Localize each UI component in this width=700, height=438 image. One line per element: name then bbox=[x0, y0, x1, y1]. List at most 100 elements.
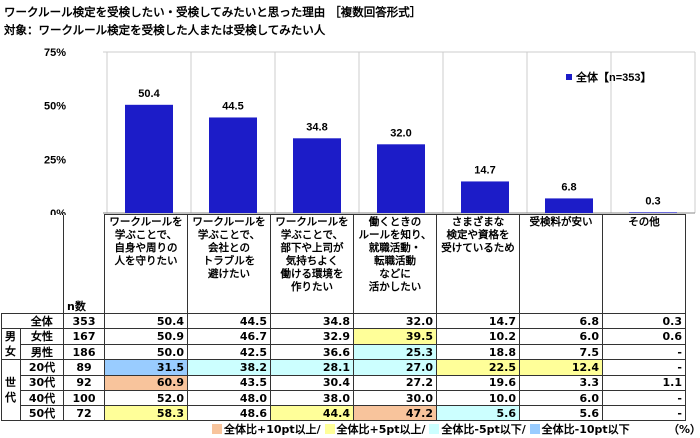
highlight-legend: 全体比+10pt以上/ 全体比+5pt以上/ 全体比-5pt以下/ 全体比-10… bbox=[212, 421, 630, 437]
category-header: ワークルールを 学ぶことで、 自身や周りの 人を守りたい bbox=[104, 214, 188, 314]
table-cell: 32.0 bbox=[353, 312, 437, 330]
bar bbox=[461, 181, 509, 213]
y-tick-label: 0% bbox=[50, 208, 66, 215]
table-cell: - bbox=[602, 343, 686, 361]
table-cell: 38.0 bbox=[270, 389, 354, 407]
table-cell: 14.7 bbox=[436, 312, 520, 330]
table-cell: 50.4 bbox=[104, 312, 188, 330]
chart-subtitle: 対象：ワークルール検定を受検した人または受検してみたい人 bbox=[4, 23, 326, 37]
table-cell: 1.1 bbox=[602, 374, 686, 391]
table-cell: 50.9 bbox=[104, 328, 188, 345]
legend-plus10: 全体比+10pt以上/ bbox=[224, 423, 321, 436]
data-label: 6.8 bbox=[561, 181, 576, 193]
bar bbox=[293, 138, 341, 213]
row-label: 女性 bbox=[20, 328, 64, 345]
category-header: ワークルールを 学ぶことで、 会社との トラブルを 避けたい bbox=[187, 214, 271, 314]
bar bbox=[125, 104, 173, 213]
table-row: 男性 186 50.0 42.5 36.6 25.3 18.8 7.5- bbox=[2, 343, 686, 361]
row-label: 男性 bbox=[20, 343, 64, 361]
table-cell: 38.2 bbox=[187, 359, 271, 376]
legend-swatch bbox=[566, 74, 572, 80]
table-cell: 5.6 bbox=[436, 405, 520, 422]
bar bbox=[377, 144, 425, 213]
data-label: 34.8 bbox=[306, 121, 327, 133]
table-cell: 39.5 bbox=[353, 328, 437, 345]
category-header: 働くときの ルールを知り、 就職活動・ 転職活動 などに 活かしたい bbox=[353, 214, 437, 314]
minus10-swatch bbox=[529, 424, 540, 434]
table-cell: 19.6 bbox=[436, 374, 520, 391]
y-tick-label: 75% bbox=[44, 47, 66, 59]
row-label: 全体 bbox=[20, 312, 64, 330]
n-value: 100 bbox=[63, 389, 105, 407]
legend-minus5: 全体比-5pt以下/ bbox=[441, 423, 526, 436]
n-value: 92 bbox=[63, 374, 105, 391]
table-row: 30代 92 60.9 43.5 30.4 27.2 19.6 3.3 1.1 bbox=[2, 374, 686, 391]
data-label: 44.5 bbox=[222, 100, 243, 112]
bar-chart: 0% 25% 50% 75% 50.4 44.5 34.8 32.0 14.7 6.8 0.3 全体【… bbox=[44, 47, 696, 215]
n-header: n数 bbox=[63, 214, 105, 314]
category-header: さまざまな 検定や資格を 受けているため bbox=[436, 214, 520, 314]
data-label: 14.7 bbox=[474, 164, 495, 176]
plus5-swatch bbox=[324, 424, 335, 434]
table-cell: 6.8 bbox=[519, 312, 603, 330]
unit-label: （%） bbox=[668, 423, 700, 436]
table-cell: 10.0 bbox=[436, 389, 520, 407]
table-cell: 27.0 bbox=[353, 359, 437, 376]
data-table: n数 ワークルールを 学ぶことで、 自身や周りの 人を守りたい ワークルールを 学ぶことで、… bbox=[1, 214, 686, 422]
table-cell: 12.4 bbox=[519, 359, 603, 376]
category-header: その他 bbox=[602, 214, 686, 314]
table-cell: 46.7 bbox=[187, 328, 271, 345]
table-cell: 44.4 bbox=[270, 405, 354, 422]
table-cell: 43.5 bbox=[187, 374, 271, 391]
n-value: 167 bbox=[63, 328, 105, 345]
table-cell: 25.3 bbox=[353, 343, 437, 361]
table-cell: 0.6 bbox=[602, 328, 686, 345]
table-cell: 34.8 bbox=[270, 312, 354, 330]
data-label: 0.3 bbox=[645, 195, 660, 207]
table-cell: - bbox=[602, 389, 686, 407]
table-cell: 30.4 bbox=[270, 374, 354, 391]
table-cell: 42.5 bbox=[187, 343, 271, 361]
minus5-swatch bbox=[429, 424, 440, 434]
table-cell: 18.8 bbox=[436, 343, 520, 361]
legend-label: 全体【n=353】 bbox=[575, 70, 652, 84]
n-value: 72 bbox=[63, 405, 105, 422]
y-tick-label: 50% bbox=[44, 101, 66, 113]
n-value: 89 bbox=[63, 359, 105, 376]
table-cell: 28.1 bbox=[270, 359, 354, 376]
table-row: 40代 100 52.0 48.0 38.0 30.0 10.0 6.0- bbox=[2, 389, 686, 407]
data-label: 50.4 bbox=[138, 88, 160, 100]
table-cell: 3.3 bbox=[519, 374, 603, 391]
table-cell: 60.9 bbox=[104, 374, 188, 391]
table-cell: 44.5 bbox=[187, 312, 271, 330]
row-label: 20代 bbox=[20, 359, 64, 376]
table-row: 50代 72 58.3 48.6 44.4 47.2 5.6 5.6- bbox=[2, 405, 686, 422]
n-value: 186 bbox=[63, 343, 105, 361]
table-cell: 32.9 bbox=[270, 328, 354, 345]
table-cell: 50.0 bbox=[104, 343, 188, 361]
n-value: 353 bbox=[63, 312, 105, 330]
chart-title: ワークルール検定を受検したい・受検してみたいと思った理由 ［複数回答形式］ bbox=[4, 5, 422, 19]
row-label: 50代 bbox=[20, 405, 64, 422]
row-label: 40代 bbox=[20, 389, 64, 407]
table-cell: 52.0 bbox=[104, 389, 188, 407]
table-cell: 0.3 bbox=[602, 312, 686, 330]
group-cell bbox=[1, 312, 21, 330]
table-cell: 30.0 bbox=[353, 389, 437, 407]
table-cell: 6.0 bbox=[519, 328, 603, 345]
table-row: 全体 353 50.4 44.5 34.8 32.0 14.7 6.8 0.3 bbox=[1, 312, 686, 330]
table-cell: 6.0 bbox=[519, 389, 603, 407]
table-cell: 48.6 bbox=[187, 405, 271, 422]
corner-blank bbox=[1, 214, 64, 314]
plus10-swatch bbox=[212, 424, 222, 434]
table-cell: 47.2 bbox=[353, 405, 437, 422]
table-cell: 58.3 bbox=[104, 405, 188, 422]
table-cell: 7.5 bbox=[519, 343, 603, 361]
group-gender: 男女 bbox=[1, 328, 21, 361]
bar bbox=[545, 198, 593, 213]
table-cell: - bbox=[602, 405, 686, 422]
bar bbox=[629, 212, 677, 213]
legend-plus5: 全体比+5pt以上/ bbox=[336, 423, 426, 436]
data-label: 32.0 bbox=[390, 127, 411, 139]
y-tick-label: 25% bbox=[44, 154, 66, 166]
